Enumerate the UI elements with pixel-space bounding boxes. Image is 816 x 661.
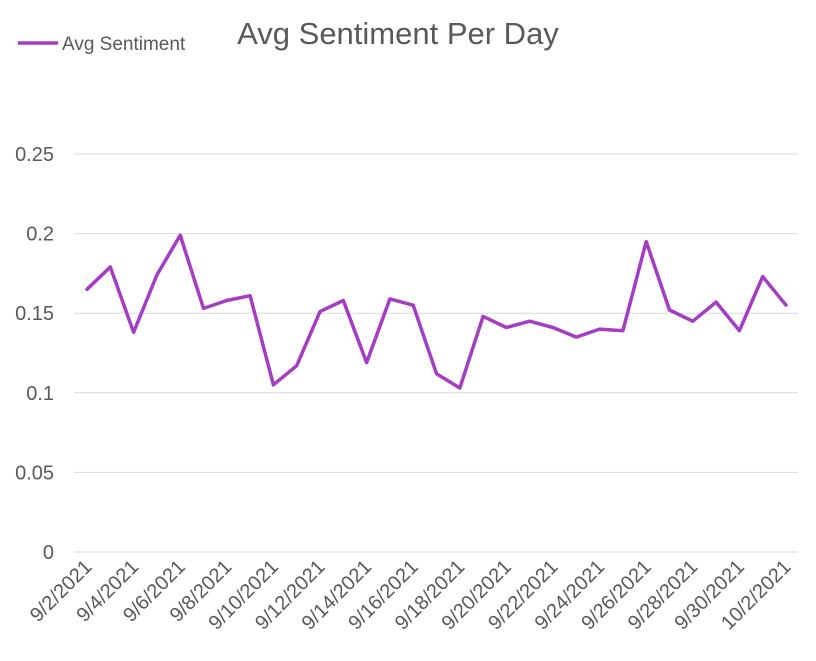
y-tick-label: 0.1 [26, 383, 54, 405]
series [85, 233, 788, 390]
y-tick-label: 0.2 [26, 224, 54, 246]
y-axis: 0 0.05 0.1 0.15 0.2 0.25 [15, 144, 54, 564]
legend-label: Avg Sentiment [62, 34, 186, 55]
y-tick-label: 0 [43, 542, 54, 564]
x-axis: 9/2/20219/4/20219/6/20219/8/20219/10/202… [26, 556, 796, 634]
y-tick-label: 0.15 [15, 303, 54, 325]
y-tick-label: 0.05 [15, 462, 54, 484]
series-line [85, 233, 788, 390]
chart-title: Avg Sentiment Per Day [237, 16, 559, 51]
gridlines [74, 153, 798, 553]
y-tick-label: 0.25 [15, 144, 54, 166]
legend: Avg Sentiment [18, 34, 186, 55]
